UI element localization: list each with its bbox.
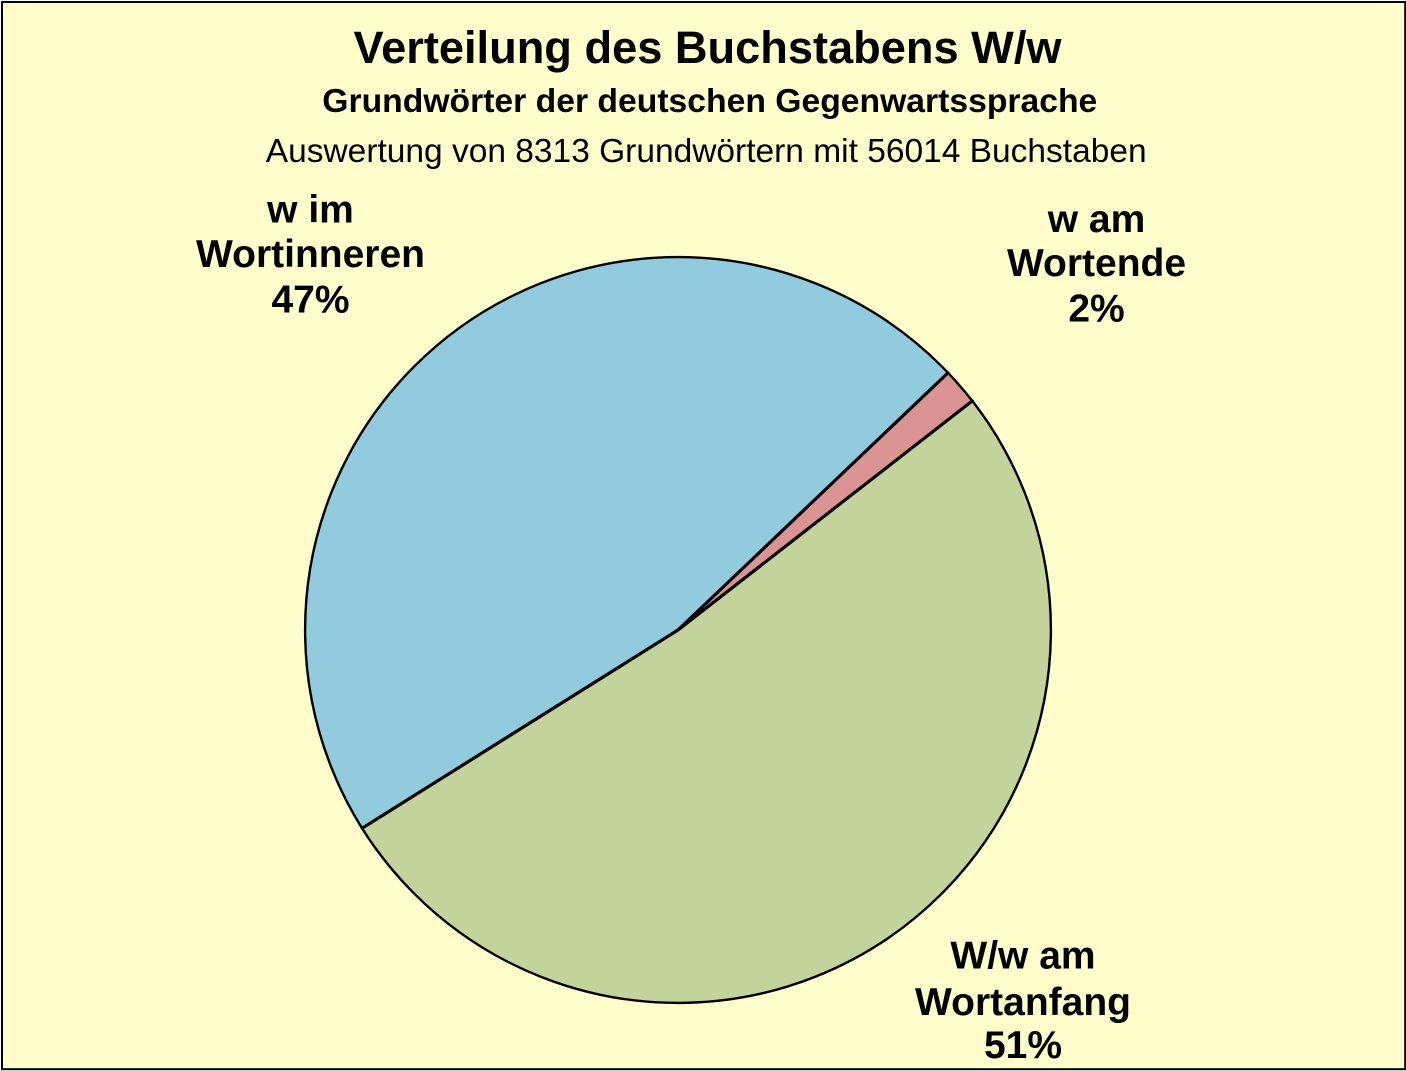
svg-text:w am: w am [1047,198,1146,241]
svg-text:Auswertung von 8313 Grundwörte: Auswertung von 8313 Grundwörtern mit 560… [266,133,1147,170]
svg-text:47%: 47% [271,279,349,322]
svg-text:W/w am: W/w am [950,935,1095,978]
svg-text:Wortinneren: Wortinneren [196,233,425,276]
svg-text:51%: 51% [984,1024,1062,1067]
svg-text:w im: w im [266,188,354,231]
svg-text:Grundwörter der deutschen Gege: Grundwörter der deutschen Gegenwartsspra… [322,82,1097,120]
svg-text:Verteilung des Buchstabens W/w: Verteilung des Buchstabens W/w [353,22,1062,73]
svg-text:Wortanfang: Wortanfang [915,981,1131,1024]
svg-text:2%: 2% [1068,288,1124,331]
svg-text:Wortende: Wortende [1007,242,1186,285]
